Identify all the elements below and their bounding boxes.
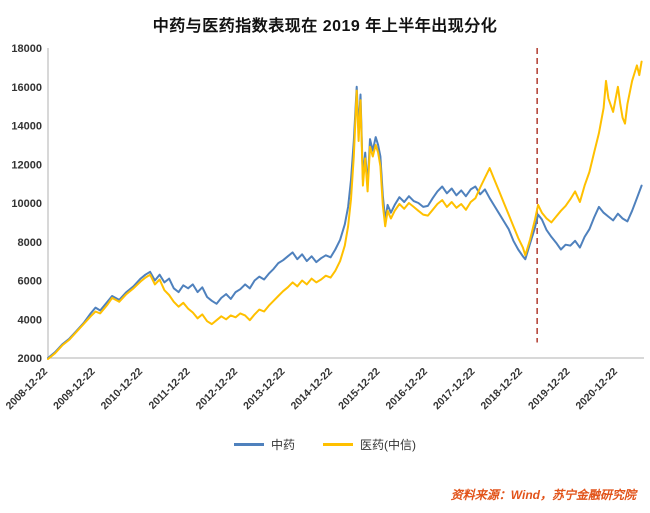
y-tick-label: 10000	[11, 198, 42, 210]
x-tick-label: 2018-12-22	[479, 366, 526, 413]
x-tick-label: 2016-12-22	[384, 366, 431, 413]
x-tick-label: 2011-12-22	[147, 366, 193, 412]
legend-label: 中药	[270, 437, 295, 452]
x-tick-label: 2012-12-22	[194, 366, 241, 413]
chart-title: 中药与医药指数表现在 2019 年上半年出现分化	[152, 18, 498, 35]
y-tick-label: 14000	[11, 121, 42, 133]
y-tick-label: 2000	[18, 353, 42, 365]
x-tick-label: 2017-12-22	[431, 366, 478, 413]
y-tick-label: 16000	[11, 82, 42, 94]
x-tick-label: 2008-12-22	[4, 366, 51, 413]
x-tick-label: 2019-12-22	[526, 366, 573, 413]
y-tick-label: 12000	[11, 159, 42, 171]
x-tick-label: 2013-12-22	[241, 366, 288, 413]
x-tick-label: 2010-12-22	[99, 366, 146, 413]
legend-swatch	[233, 442, 264, 446]
y-tick-label: 18000	[11, 43, 42, 55]
x-tick-label: 2014-12-22	[289, 366, 336, 413]
y-tick-label: 8000	[18, 237, 42, 249]
x-tick-label: 2015-12-22	[336, 366, 383, 413]
legend-swatch	[323, 442, 353, 446]
x-tick-label: 2009-12-22	[51, 366, 98, 413]
series-line-1	[47, 60, 643, 360]
legend-item: 中药	[233, 436, 295, 453]
x-tick-label: 2020-12-22	[574, 366, 621, 413]
y-tick-label: 4000	[18, 314, 42, 326]
chart-canvas: 2000 4000 6000 8000 10000 12000 14000 16000 1800…	[4, 43, 644, 413]
y-tick-label: 6000	[18, 276, 42, 288]
source-note: 资料来源：Wind，苏宁金融研究院	[450, 488, 636, 502]
legend-label: 医药(中信)	[360, 437, 416, 452]
chart-legend: 中药 医药(中信)	[0, 432, 650, 456]
legend-item: 医药(中信)	[323, 436, 416, 453]
